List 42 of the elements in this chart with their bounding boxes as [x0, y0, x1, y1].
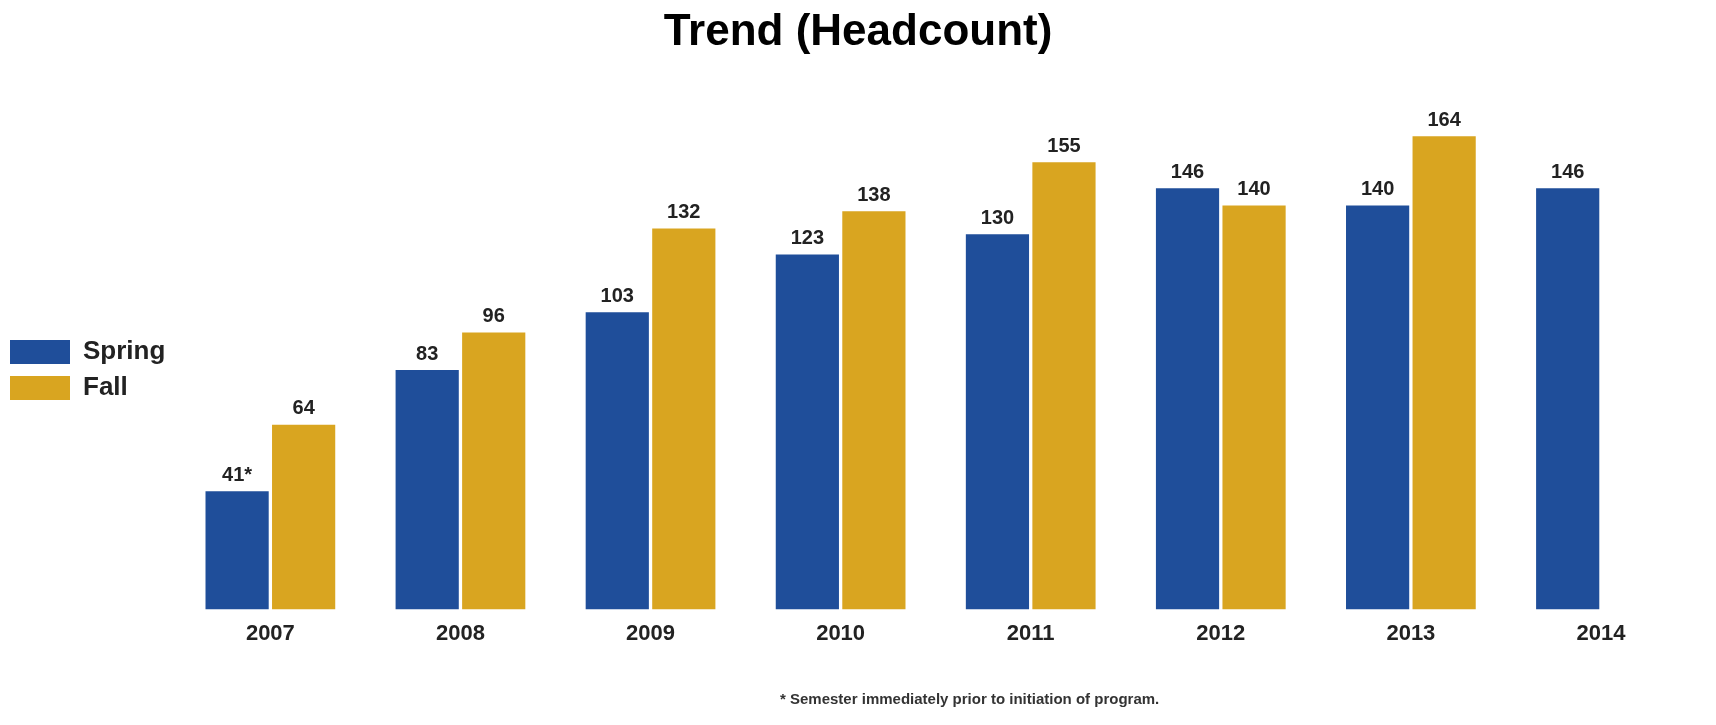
bar [1155, 188, 1220, 610]
bar [272, 424, 336, 610]
bar [205, 491, 269, 610]
x-tick-label: 2007 [245, 619, 295, 645]
data-label: 164 [1427, 107, 1462, 130]
bar [462, 332, 526, 610]
x-tick-label: 2010 [816, 619, 866, 645]
data-label: 146 [1170, 159, 1205, 182]
bar [965, 234, 1030, 610]
data-label: 140 [1360, 176, 1395, 199]
data-label: 140 [1237, 176, 1271, 199]
data-label: 41* [222, 462, 253, 485]
data-label: 83 [416, 341, 439, 364]
bar [1346, 205, 1410, 610]
chart-title: Trend (Headcount) [662, 4, 1054, 56]
bar [395, 370, 459, 610]
x-tick-label: 2014 [1576, 619, 1627, 645]
x-tick-label: 2011 [1006, 619, 1055, 645]
bar [1222, 205, 1286, 610]
legend-label: Spring [83, 335, 166, 366]
x-tick-label: 2012 [1196, 619, 1246, 645]
text: * Semester immediately prior to initiation of program. [780, 690, 1160, 707]
data-label: 96 [482, 304, 505, 326]
x-tick-label: 2013 [1386, 619, 1436, 645]
legend-label: Fall [83, 371, 128, 402]
x-tick-label: 2009 [626, 619, 676, 645]
data-label: 103 [600, 283, 634, 306]
bar [1032, 162, 1096, 610]
data-label: 138 [857, 182, 891, 205]
data-label: 64 [292, 396, 316, 419]
x-tick-label: 2008 [435, 619, 485, 645]
bar [842, 211, 906, 610]
data-label: 155 [1047, 133, 1081, 156]
bar [585, 312, 649, 610]
data-label: 132 [667, 200, 701, 223]
bar [775, 254, 839, 610]
bar [1412, 136, 1476, 610]
bar [652, 228, 716, 610]
data-label: 123 [790, 226, 825, 249]
data-label: 130 [980, 205, 1015, 228]
bar [1536, 188, 1600, 610]
data-label: 146 [1551, 159, 1585, 182]
